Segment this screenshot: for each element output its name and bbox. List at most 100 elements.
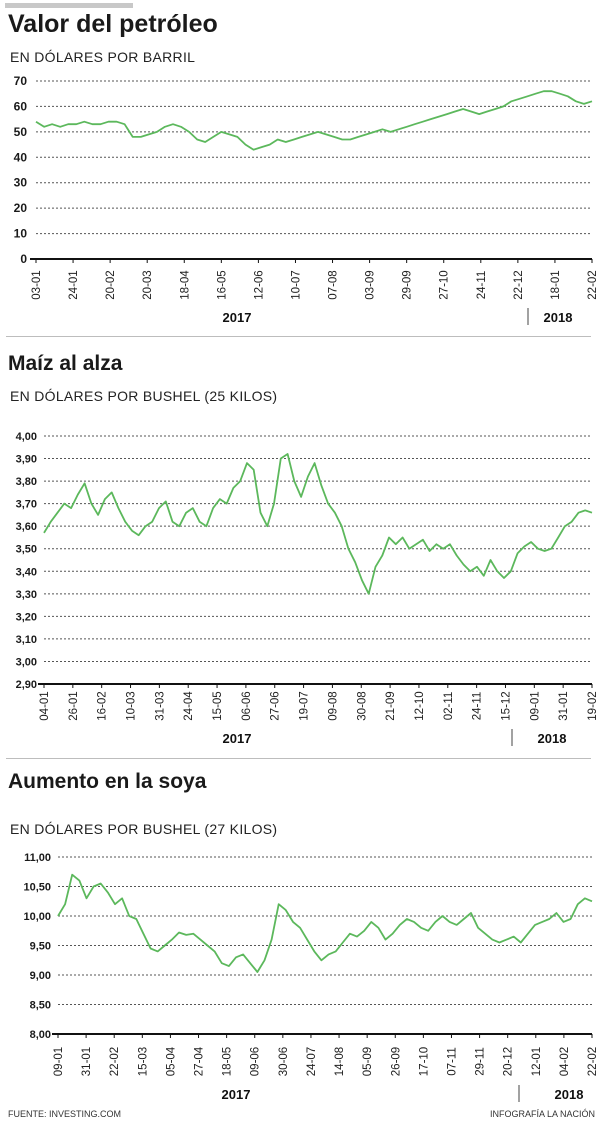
x-tick-label: 26-09	[390, 1047, 402, 1076]
x-tick-label: 30-06	[278, 1047, 290, 1076]
year-label: 2017	[223, 310, 252, 325]
x-tick-label: 03-01	[31, 270, 43, 299]
y-tick-label: 40	[14, 150, 28, 164]
y-tick-label: 3,40	[16, 566, 37, 578]
y-tick-label: 10,00	[23, 911, 51, 923]
x-tick-label: 05-04	[165, 1046, 177, 1076]
x-tick-label: 15-03	[137, 1047, 149, 1076]
year-label: 2017	[222, 1087, 251, 1102]
year-label: 2018	[544, 310, 573, 325]
y-tick-label: 8,50	[30, 1000, 51, 1012]
x-tick-label: 31-03	[154, 691, 166, 720]
top-accent-bar	[5, 3, 133, 8]
x-tick-label: 03-09	[365, 270, 377, 299]
x-tick-label: 04-01	[39, 691, 51, 720]
y-tick-label: 3,00	[16, 656, 37, 668]
x-tick-label: 22-02	[587, 270, 597, 299]
y-tick-label: 3,60	[16, 521, 37, 533]
x-tick-label: 24-01	[68, 270, 80, 299]
x-tick-label: 29-09	[402, 270, 414, 299]
x-tick-label: 24-11	[472, 692, 484, 721]
x-tick-label: 10-07	[290, 270, 302, 299]
y-tick-label: 11,00	[24, 852, 51, 864]
source-note: FUENTE: INVESTING.COM	[8, 1109, 122, 1119]
year-label: 2018	[538, 731, 567, 746]
x-tick-label: 24-11	[476, 271, 488, 300]
y-tick-label: 10	[14, 227, 28, 241]
x-tick-label: 04-02	[559, 1047, 571, 1076]
x-tick-label: 24-04	[183, 691, 195, 721]
x-tick-label: 18-05	[222, 1047, 234, 1076]
x-tick-label: 20-12	[503, 1047, 515, 1076]
x-tick-label: 12-06	[253, 270, 265, 299]
y-tick-label: 3,50	[16, 544, 37, 556]
oil-price-chart: 0 10 20 30 40 50 60 70 03-01 24-01 20-02 20-03 18-04…	[14, 74, 597, 325]
y-tick-label: 9,00	[30, 970, 51, 982]
corn-price-chart: 2,90 3,00 3,10 3,20 3,30 3,40 3,50 3,60 3,70 3,80…	[16, 431, 597, 746]
x-tick-label: 09-06	[250, 1047, 262, 1076]
series-line	[43, 453, 593, 595]
y-tick-label: 20	[14, 201, 28, 215]
y-tick-label: 2,90	[16, 679, 37, 691]
x-tick-label: 05-09	[362, 1047, 374, 1076]
x-tick-label: 18-01	[550, 270, 562, 299]
x-tick-label: 14-08	[334, 1047, 346, 1076]
x-tick-label: 12-01	[531, 1047, 543, 1076]
y-tick-label: 50	[14, 125, 28, 139]
x-tick-label: 27-10	[439, 270, 451, 299]
x-tick-label: 20-03	[142, 270, 154, 299]
chart-1-title: Valor del petróleo	[8, 10, 218, 38]
x-tick-label: 30-08	[356, 691, 368, 720]
y-tick-label: 4,00	[16, 431, 37, 443]
x-tick-label: 24-07	[306, 1047, 318, 1076]
chart-3-subtitle: EN DÓLARES POR BUSHEL (27 KILOS)	[10, 821, 278, 837]
credit-note: INFOGRAFÍA LA NACIÓN	[489, 1109, 595, 1119]
chart-2-subtitle: EN DÓLARES POR BUSHEL (25 KILOS)	[10, 388, 278, 404]
y-tick-label: 0	[20, 252, 27, 266]
x-tick-label: 20-02	[105, 270, 117, 299]
y-tick-label: 60	[14, 99, 28, 113]
chart-3-title: Aumento en la soya	[8, 770, 207, 793]
x-tick-label: 12-10	[414, 691, 426, 720]
x-tick-label: 09-01	[529, 691, 541, 720]
y-tick-label: 3,10	[16, 634, 37, 646]
x-tick-label: 31-01	[81, 1047, 93, 1076]
x-tick-label: 22-02	[109, 1047, 121, 1076]
x-tick-label: 31-01	[558, 691, 570, 720]
x-tick-label: 02-11	[443, 692, 455, 721]
year-label: 2018	[555, 1087, 584, 1102]
x-tick-label: 29-11	[475, 1047, 487, 1076]
x-tick-label: 16-05	[216, 270, 228, 299]
x-tick-label: 07-11	[446, 1047, 458, 1076]
x-tick-label: 27-04	[194, 1046, 206, 1076]
x-tick-label: 09-08	[327, 691, 339, 720]
y-tick-label: 3,20	[16, 611, 37, 623]
y-tick-label: 3,80	[16, 476, 37, 488]
year-label: 2017	[223, 731, 252, 746]
x-tick-label: 22-12	[513, 270, 525, 299]
x-tick-label: 16-02	[97, 691, 109, 720]
x-tick-label: 15-12	[500, 691, 512, 720]
x-tick-label: 15-05	[212, 691, 224, 720]
y-tick-label: 3,90	[16, 454, 37, 466]
section-divider	[6, 336, 591, 337]
y-tick-label: 3,70	[16, 499, 37, 511]
x-tick-label: 06-06	[241, 691, 253, 720]
x-tick-label: 22-02	[587, 1047, 597, 1076]
x-tick-label: 19-02	[587, 691, 597, 720]
y-tick-label: 8,00	[30, 1029, 51, 1041]
y-tick-label: 3,30	[16, 589, 37, 601]
x-tick-label: 21-09	[385, 691, 397, 720]
section-divider	[6, 758, 591, 759]
x-tick-label: 19-07	[299, 691, 311, 720]
x-tick-label: 26-01	[68, 691, 80, 720]
x-tick-label: 18-04	[179, 270, 191, 300]
x-tick-label: 17-10	[418, 1047, 430, 1076]
y-tick-label: 9,50	[30, 941, 51, 953]
x-tick-label: 10-03	[126, 691, 138, 720]
series-line	[57, 873, 593, 973]
x-tick-label: 07-08	[328, 270, 340, 299]
y-tick-label: 70	[14, 74, 28, 88]
x-tick-label: 09-01	[53, 1047, 65, 1076]
